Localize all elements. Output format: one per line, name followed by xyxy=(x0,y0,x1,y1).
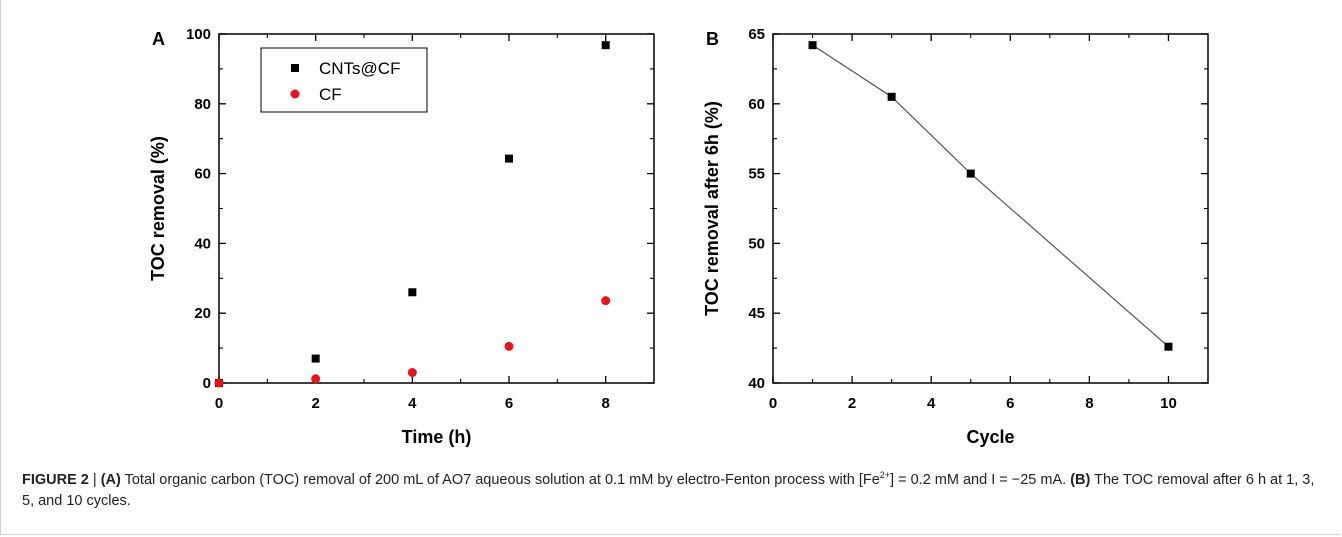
chart-a-y-tick-label: 60 xyxy=(194,166,211,183)
chart-a-data-point-circle xyxy=(407,368,417,378)
chart-b-panel-label: B xyxy=(706,29,719,49)
chart-a-x-axis-title: Time (h) xyxy=(402,427,472,447)
chart-a-legend-marker-circle xyxy=(290,89,300,99)
chart-a-data-point-circle xyxy=(504,341,514,351)
chart-b-x-axis-title: Cycle xyxy=(966,427,1014,447)
chart-b-x-tick-label: 0 xyxy=(769,395,777,412)
chart-b-x-tick-label: 2 xyxy=(848,395,856,412)
chart-a-data-point-square xyxy=(408,288,417,297)
chart-a-legend-box xyxy=(260,47,428,113)
chart-a-legend-label: CF xyxy=(319,85,342,104)
chart-a-y-tick-label: 0 xyxy=(203,375,211,392)
figure-label: FIGURE 2 xyxy=(22,472,89,488)
chart-a-x-tick-label: 4 xyxy=(408,395,417,412)
caption-a-label: (A) xyxy=(100,472,121,488)
chart-a-y-tick-label: 20 xyxy=(194,305,211,322)
chart-a-y-tick-label: 40 xyxy=(194,235,211,252)
chart-a-x-tick-label: 6 xyxy=(505,395,513,412)
chart-b-plot-frame xyxy=(772,33,1209,384)
caption-b-label: (B) xyxy=(1070,472,1091,488)
chart-a-x-tick-label: 8 xyxy=(601,395,609,412)
chart-b-y-tick-label: 40 xyxy=(748,375,765,392)
caption-a-text: Total organic carbon (TOC) removal of 20… xyxy=(120,472,880,488)
chart-b-data-point-square xyxy=(808,41,817,50)
chart-a-x-tick-label: 2 xyxy=(311,395,319,412)
chart-a-data-point-square xyxy=(505,154,513,163)
chart-a-data-point-square xyxy=(601,41,610,50)
caption-b-text: The TOC removal after 6 h at 1, 3, 5, an… xyxy=(22,472,1315,509)
chart-a-data-point-circle xyxy=(311,374,321,384)
chart-b-x-tick-label: 6 xyxy=(1006,395,1014,412)
chart-a-y-axis-title: TOC removal (%) xyxy=(148,136,168,281)
chart-a-y-tick-label: 80 xyxy=(194,96,211,113)
chart-a-data-point-circle xyxy=(214,378,224,388)
chart-b-data-point-square xyxy=(887,92,896,101)
chart-a-legend-label: CNTs@CF xyxy=(319,59,400,78)
chart-b-y-tick-label: 55 xyxy=(748,166,765,183)
chart-b-y-tick-label: 50 xyxy=(748,235,765,252)
chart-b-x-tick-label: 10 xyxy=(1160,395,1177,412)
chart-b-y-axis-title: TOC removal after 6h (%) xyxy=(702,101,722,316)
chart-b-y-tick-label: 60 xyxy=(748,96,765,113)
caption-separator: | xyxy=(88,472,101,488)
figure-caption: FIGURE 2 | (A) Total organic carbon (TOC… xyxy=(22,470,1322,512)
chart-b-y-tick-label: 65 xyxy=(748,26,765,43)
chart-a-x-tick-label: 0 xyxy=(215,395,223,412)
chart-b-data-point-square xyxy=(1164,342,1173,351)
chart-a-panel-label: A xyxy=(152,29,165,49)
chart-a-data-point-square xyxy=(311,354,320,363)
chart-a-y-tick-label: 100 xyxy=(186,26,211,43)
chart-a-legend-marker-square xyxy=(291,64,299,72)
chart-a-data-point-circle xyxy=(601,296,611,306)
caption-a-text-end: ] = 0.2 mM and I = −25 mA. xyxy=(890,472,1071,488)
caption-a-superscript: 2+ xyxy=(879,470,891,481)
chart-b-x-tick-label: 4 xyxy=(927,395,936,412)
chart-b-data-point-square xyxy=(966,169,975,178)
chart-b-y-tick-label: 45 xyxy=(748,305,765,322)
chart-b-x-tick-label: 8 xyxy=(1085,395,1093,412)
chart-b-series-line xyxy=(812,44,1169,348)
